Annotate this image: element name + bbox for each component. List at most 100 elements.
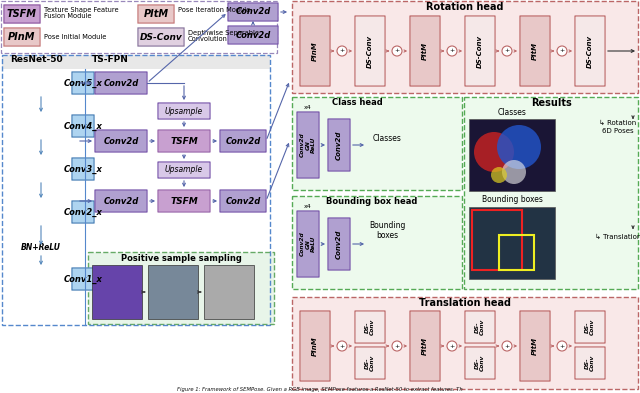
Text: Classes: Classes (497, 108, 527, 117)
Circle shape (502, 160, 526, 184)
Bar (148, 265, 198, 319)
FancyBboxPatch shape (2, 55, 270, 69)
Text: Conv2d: Conv2d (236, 7, 271, 17)
Text: Bounding box head: Bounding box head (326, 197, 418, 206)
Text: Conv2d: Conv2d (225, 196, 260, 206)
FancyBboxPatch shape (300, 16, 330, 86)
FancyBboxPatch shape (72, 158, 94, 180)
Text: DS-
Conv: DS- Conv (585, 319, 595, 335)
Circle shape (502, 46, 512, 56)
Text: PInM: PInM (312, 41, 318, 61)
FancyBboxPatch shape (72, 268, 94, 290)
Circle shape (502, 341, 512, 351)
Circle shape (337, 46, 347, 56)
FancyBboxPatch shape (575, 16, 605, 86)
Text: Conv3_x: Conv3_x (63, 164, 102, 174)
Circle shape (557, 46, 567, 56)
Text: Upsample: Upsample (165, 107, 203, 116)
FancyBboxPatch shape (228, 3, 278, 21)
FancyBboxPatch shape (72, 115, 94, 137)
Text: Conv2d: Conv2d (225, 136, 260, 145)
Text: +: + (394, 343, 399, 349)
FancyBboxPatch shape (138, 28, 184, 46)
Bar (1, 1, 277, 53)
Text: Pose Initial Module: Pose Initial Module (44, 34, 106, 40)
Text: DS-Conv: DS-Conv (367, 35, 373, 68)
FancyBboxPatch shape (410, 311, 440, 381)
Text: Conv2d: Conv2d (236, 31, 271, 40)
FancyBboxPatch shape (328, 119, 350, 171)
Bar (292, 196, 462, 289)
Text: DS-
Conv: DS- Conv (475, 355, 485, 371)
Text: PItM: PItM (143, 9, 168, 19)
Bar (464, 97, 638, 289)
FancyBboxPatch shape (158, 162, 210, 178)
Text: Conv1_x: Conv1_x (63, 274, 102, 284)
Bar (2, 55, 270, 325)
FancyBboxPatch shape (575, 311, 605, 343)
FancyBboxPatch shape (4, 28, 40, 46)
Text: +: + (339, 343, 344, 349)
Text: Convolution: Convolution (188, 36, 228, 42)
Text: TS-FPN: TS-FPN (92, 55, 129, 64)
FancyBboxPatch shape (355, 311, 385, 343)
Text: Conv5_x: Conv5_x (63, 79, 102, 88)
Text: DS-
Conv: DS- Conv (585, 355, 595, 371)
Text: PItM: PItM (532, 337, 538, 355)
FancyBboxPatch shape (158, 190, 210, 212)
Text: +: + (449, 48, 454, 53)
Text: DS-
Conv: DS- Conv (365, 319, 375, 335)
FancyBboxPatch shape (410, 16, 440, 86)
Text: PInM: PInM (8, 32, 36, 42)
Circle shape (447, 46, 457, 56)
FancyBboxPatch shape (228, 26, 278, 44)
Text: Pose Iteration Module: Pose Iteration Module (178, 7, 250, 13)
Circle shape (491, 167, 507, 183)
Text: Results: Results (531, 98, 572, 108)
FancyBboxPatch shape (297, 112, 319, 178)
Text: BN+ReLU: BN+ReLU (21, 244, 61, 252)
FancyBboxPatch shape (72, 72, 94, 94)
Text: +: + (559, 343, 564, 349)
Bar (204, 265, 254, 319)
Text: DS-
Conv: DS- Conv (365, 355, 375, 371)
Text: PItM: PItM (532, 42, 538, 60)
Text: +: + (559, 48, 564, 53)
Text: PItM: PItM (422, 337, 428, 355)
FancyBboxPatch shape (220, 190, 266, 212)
Text: Conv4_x: Conv4_x (63, 121, 102, 130)
Bar (292, 297, 638, 389)
Circle shape (392, 46, 402, 56)
Text: DS-Conv: DS-Conv (140, 33, 182, 42)
Text: Conv2d: Conv2d (336, 229, 342, 259)
Bar (292, 97, 462, 190)
Text: Conv2d
GN
ReLU: Conv2d GN ReLU (300, 132, 316, 157)
Text: Bounding boxes: Bounding boxes (481, 195, 543, 204)
Text: Conv2d: Conv2d (336, 130, 342, 160)
Text: x4: x4 (304, 204, 312, 209)
Text: Conv2d: Conv2d (104, 79, 139, 88)
Circle shape (497, 125, 541, 169)
Text: DS-Conv: DS-Conv (587, 35, 593, 68)
Text: DS-Conv: DS-Conv (477, 35, 483, 68)
Text: Fusion Module: Fusion Module (44, 13, 92, 19)
Circle shape (392, 341, 402, 351)
Text: Figure 1: Framework of SEMPose. Given a RGB image, SEMPose features a ResNet-50 : Figure 1: Framework of SEMPose. Given a … (177, 387, 463, 393)
Text: TSFM: TSFM (7, 9, 37, 19)
Bar (469, 207, 555, 279)
Bar (499, 235, 534, 270)
FancyBboxPatch shape (220, 130, 266, 152)
Text: Class head: Class head (332, 98, 382, 107)
Text: DS-
Conv: DS- Conv (475, 319, 485, 335)
FancyBboxPatch shape (465, 311, 495, 343)
FancyBboxPatch shape (520, 311, 550, 381)
Text: +: + (449, 343, 454, 349)
FancyBboxPatch shape (158, 103, 210, 119)
Text: Conv2_x: Conv2_x (63, 208, 102, 217)
FancyBboxPatch shape (355, 16, 385, 86)
Text: Conv2d: Conv2d (104, 136, 139, 145)
FancyBboxPatch shape (355, 347, 385, 379)
FancyBboxPatch shape (328, 218, 350, 270)
FancyBboxPatch shape (465, 16, 495, 86)
Text: x4: x4 (304, 105, 312, 110)
